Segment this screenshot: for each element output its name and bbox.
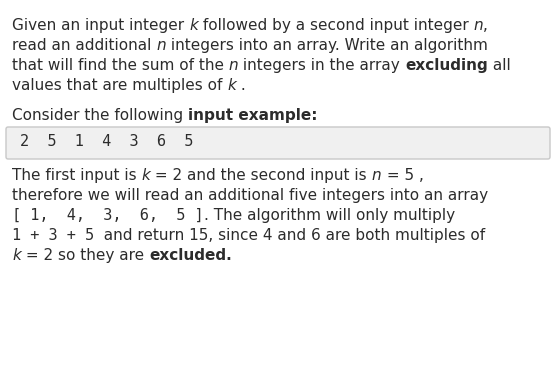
Text: integers into an array. Write an algorithm: integers into an array. Write an algorit… — [166, 38, 488, 53]
Text: integers in the array: integers in the array — [239, 58, 405, 73]
Text: 1 + 3 + 5: 1 + 3 + 5 — [12, 228, 94, 243]
Text: k: k — [227, 78, 236, 93]
Text: ,: , — [483, 18, 488, 33]
Text: k: k — [189, 18, 198, 33]
Text: followed by a second input integer: followed by a second input integer — [198, 18, 474, 33]
Text: n: n — [229, 58, 239, 73]
Text: all: all — [488, 58, 511, 73]
Text: n: n — [474, 18, 483, 33]
Text: that will find the sum of the: that will find the sum of the — [12, 58, 229, 73]
Text: Consider the following: Consider the following — [12, 108, 188, 123]
Text: Given an input integer: Given an input integer — [12, 18, 189, 33]
Text: n: n — [372, 168, 381, 183]
Text: = 2 so they are: = 2 so they are — [21, 248, 149, 263]
Text: k: k — [12, 248, 21, 263]
Text: [ 1,  4,  3,  6,  5 ]: [ 1, 4, 3, 6, 5 ] — [12, 208, 204, 223]
Text: .: . — [236, 78, 246, 93]
Text: input example:: input example: — [188, 108, 318, 123]
Text: excluding: excluding — [405, 58, 488, 73]
Text: read an additional: read an additional — [12, 38, 156, 53]
Text: The first input is: The first input is — [12, 168, 142, 183]
Text: 2  5  1  4  3  6  5: 2 5 1 4 3 6 5 — [20, 134, 193, 149]
Text: k: k — [142, 168, 151, 183]
Text: . The algorithm will only multiply: . The algorithm will only multiply — [204, 208, 455, 223]
Text: and return 15, since 4 and 6 are both multiples of: and return 15, since 4 and 6 are both mu… — [94, 228, 486, 243]
Text: values that are multiples of: values that are multiples of — [12, 78, 227, 93]
FancyBboxPatch shape — [6, 127, 550, 159]
Text: n: n — [156, 38, 166, 53]
Text: = 2 and the second input is: = 2 and the second input is — [151, 168, 372, 183]
Text: therefore we will read an additional five integers into an array: therefore we will read an additional fiv… — [12, 188, 488, 203]
Text: excluded.: excluded. — [149, 248, 232, 263]
Text: = 5 ,: = 5 , — [381, 168, 423, 183]
